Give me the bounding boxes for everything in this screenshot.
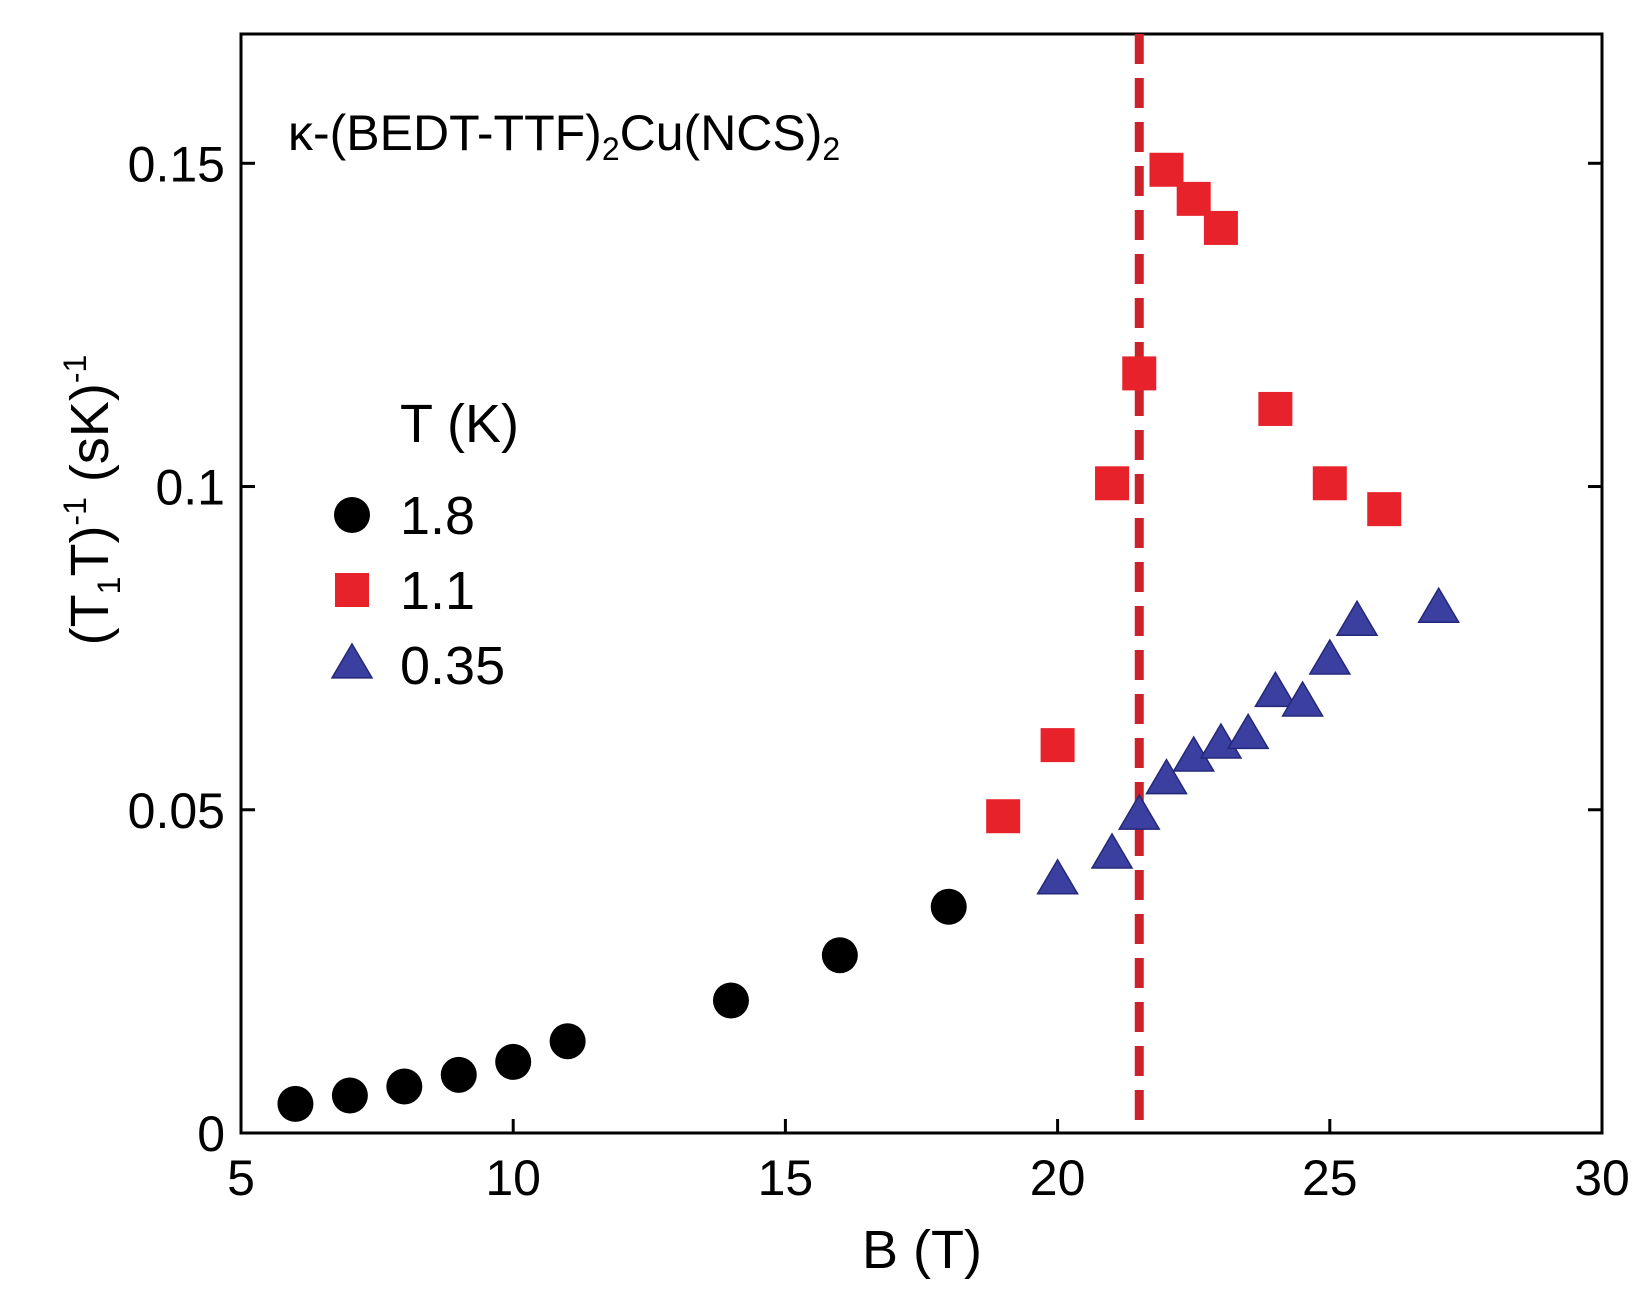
data-point-triangle	[1226, 712, 1270, 750]
data-point-square	[1367, 492, 1402, 527]
x-tick-label: 10	[485, 1150, 541, 1206]
y-tick-label: 0.15	[128, 136, 225, 192]
legend: T (K) 1.8 1.1 0.35	[330, 394, 519, 696]
x-axis-label: B (T)	[862, 1220, 982, 1280]
legend-label: 1.1	[400, 561, 475, 621]
x-tick-label: 15	[758, 1150, 814, 1206]
data-point-square	[1203, 210, 1238, 245]
data-point-circle	[495, 1043, 532, 1080]
data-point-square	[1095, 466, 1130, 501]
legend-label: 0.35	[400, 636, 505, 696]
legend-label: 1.8	[400, 486, 475, 546]
data-point-circle	[712, 982, 749, 1019]
data-point-triangle	[1117, 793, 1161, 830]
y-tick-label: 0	[197, 1106, 225, 1162]
legend-marker-triangle	[330, 642, 374, 679]
data-point-triangle	[1281, 680, 1324, 717]
data-point-circle	[386, 1068, 423, 1105]
legend-title: T (K)	[400, 394, 519, 454]
data-point-circle	[440, 1056, 477, 1093]
y-tick-label: 0.05	[128, 783, 225, 839]
x-tick-label: 20	[1030, 1150, 1086, 1206]
data-point-square	[1122, 356, 1157, 391]
x-tick-label: 30	[1574, 1150, 1630, 1206]
data-point-triangle	[1090, 832, 1134, 869]
y-axis-label: (T1T)-1 (sK)-1	[57, 355, 127, 646]
data-point-triangle	[1335, 599, 1379, 636]
data-point-triangle	[1036, 858, 1079, 895]
y-tick-label: 0.1	[155, 460, 225, 516]
data-point-circle	[331, 1077, 368, 1114]
data-point-square	[986, 799, 1021, 834]
chart-annotation: κ-(BEDT-TTF)2Cu(NCS)2	[288, 105, 840, 167]
data-point-triangle	[1417, 586, 1460, 624]
x-tick-label: 5	[227, 1150, 255, 1206]
data-point-square	[1040, 728, 1075, 763]
data-point-circle	[821, 937, 858, 974]
data-point-square	[1258, 391, 1293, 426]
data-point-circle	[930, 888, 967, 925]
data-point-triangle	[1308, 638, 1352, 675]
data-point-triangle	[1199, 722, 1243, 759]
data-point-circle	[277, 1085, 314, 1122]
legend-marker-square	[335, 573, 369, 607]
data-point-square	[1149, 152, 1184, 187]
data-point-square	[1176, 181, 1211, 216]
x-tick-label: 25	[1302, 1150, 1358, 1206]
data-point-circle	[549, 1023, 586, 1060]
data-point-square	[1312, 466, 1347, 501]
plot-frame	[239, 32, 1604, 1135]
data-point-triangle	[1254, 670, 1297, 708]
data-point-triangle	[1145, 758, 1188, 795]
legend-marker-circle	[334, 497, 370, 533]
